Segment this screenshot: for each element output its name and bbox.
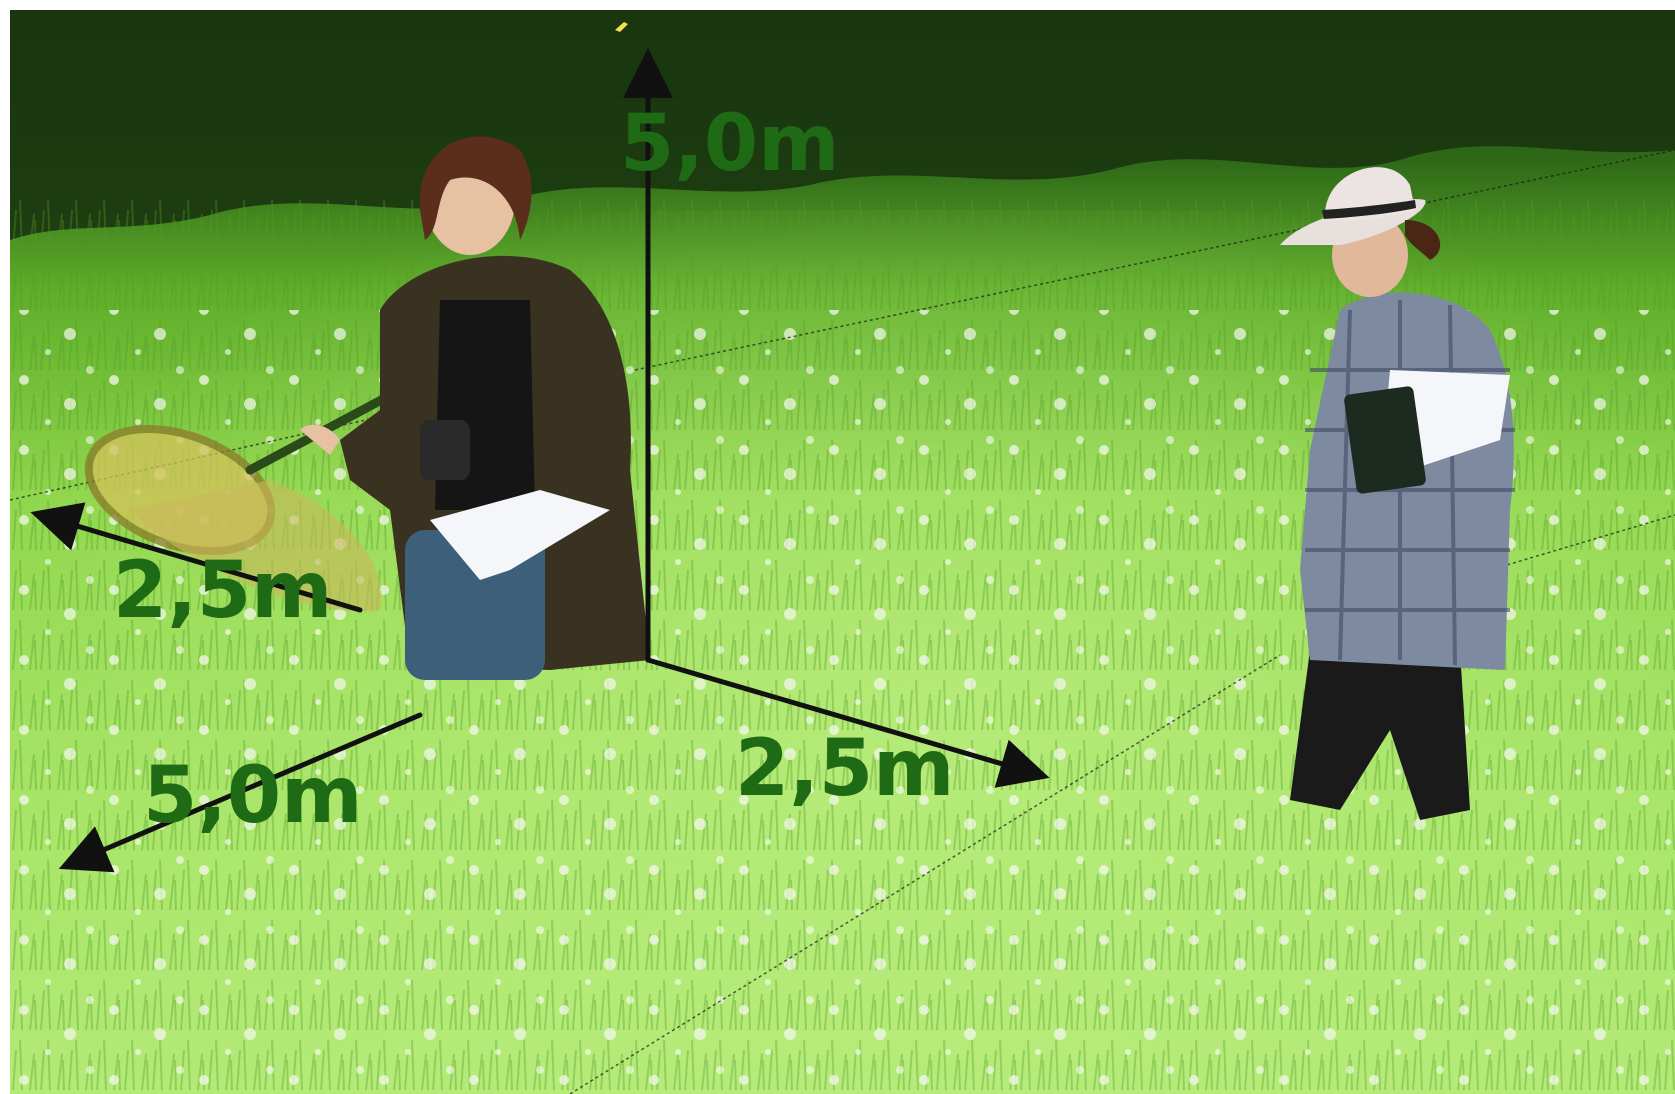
- depth-left-arrow: [58, 712, 423, 873]
- net-bag: [130, 480, 382, 612]
- binoculars: [420, 420, 470, 480]
- hand-left: [300, 424, 340, 455]
- pants-right: [1290, 650, 1470, 820]
- hair-left: [419, 136, 532, 240]
- plaid-lines: [1305, 300, 1515, 666]
- person-left: [84, 136, 650, 680]
- label-width-left: 2,5m: [113, 546, 332, 636]
- photo-scene: 5,0m 2,5m 5,0m 2,5m: [10, 10, 1675, 1094]
- hat-band: [1322, 200, 1416, 219]
- label-width-right: 2,5m: [735, 724, 954, 814]
- papers-left: [430, 490, 610, 580]
- width-left-arrow: [30, 502, 363, 613]
- yellow-mark: [615, 22, 628, 32]
- label-depth-left: 5,0m: [143, 751, 362, 841]
- hair-right: [1405, 220, 1441, 260]
- width-right-arrow: [645, 657, 1050, 788]
- label-height-top: 5,0m: [620, 99, 839, 189]
- folder-right: [1344, 386, 1426, 494]
- person-right: [1280, 167, 1515, 820]
- dimension-arrows: [30, 48, 1050, 873]
